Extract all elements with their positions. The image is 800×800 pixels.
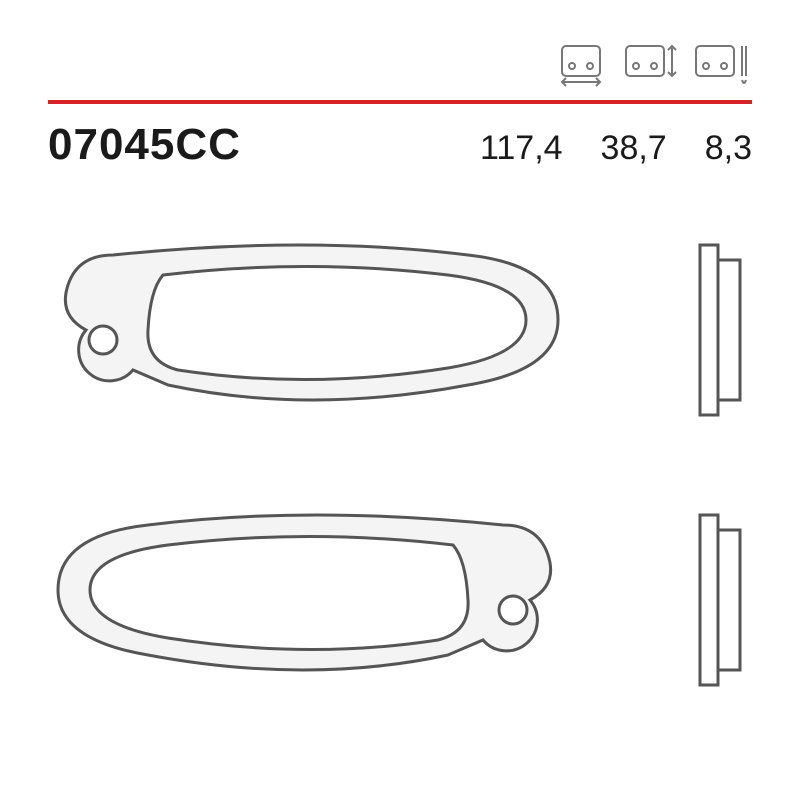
brake-pad-front-bottom <box>48 500 568 700</box>
technical-drawing <box>48 210 752 760</box>
brake-pad-front-top <box>48 230 568 430</box>
dimension-width: 117,4 <box>480 129 563 168</box>
dimension-icons-row <box>550 40 752 88</box>
width-dimension-icon <box>550 40 612 88</box>
brake-pad-side-bottom <box>692 505 752 695</box>
dimensions-group: 117,4 38,7 8,3 <box>480 129 752 168</box>
accent-divider <box>48 100 752 104</box>
thickness-dimension-icon <box>690 40 752 88</box>
dimension-height: 38,7 <box>601 129 667 168</box>
height-dimension-icon <box>620 40 682 88</box>
part-number: 07045CC <box>48 120 241 170</box>
dimension-thickness: 8,3 <box>705 129 752 168</box>
spec-row: 07045CC 117,4 38,7 8,3 <box>48 120 752 170</box>
brake-pad-side-top <box>692 235 752 425</box>
